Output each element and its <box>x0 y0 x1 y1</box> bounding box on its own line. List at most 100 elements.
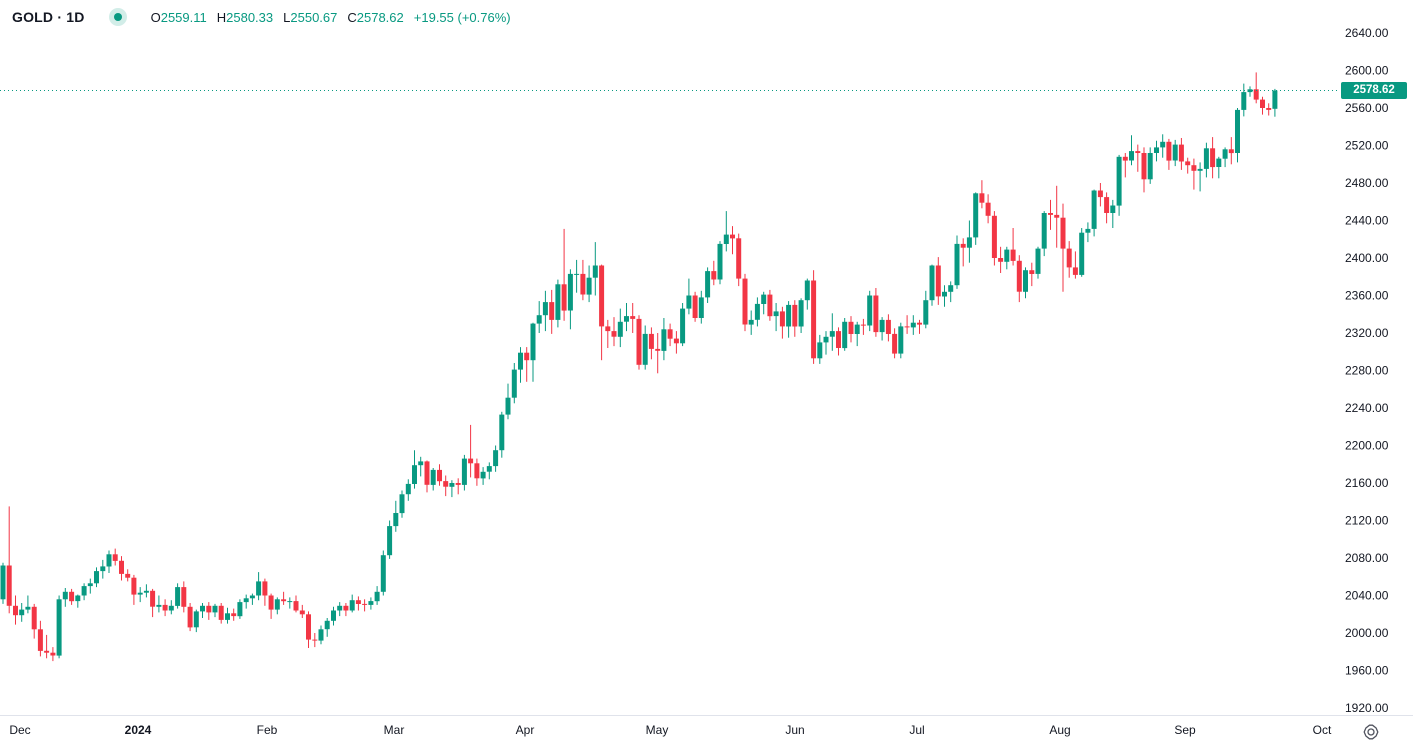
candle-body <box>206 605 212 613</box>
candle-body <box>443 481 449 487</box>
candle-body <box>898 326 904 354</box>
candle-body <box>243 598 249 603</box>
candle-body <box>106 554 112 567</box>
candle-body <box>1266 108 1272 110</box>
candles-series <box>0 72 1278 662</box>
candle-body <box>493 450 499 467</box>
candle-body <box>698 297 704 318</box>
candle-body <box>954 243 960 286</box>
candle-body <box>125 573 131 578</box>
candle-body <box>542 302 548 316</box>
symbol-title[interactable]: GOLD · 1D <box>12 9 85 25</box>
candle-body <box>892 333 898 354</box>
candle-body <box>973 193 979 238</box>
candle-body <box>991 215 997 258</box>
candle-body <box>312 639 318 641</box>
candle-body <box>1122 156 1128 161</box>
ohlc-close: C2578.62 <box>347 9 404 25</box>
candle-body <box>37 629 43 651</box>
candle-body <box>1210 148 1216 168</box>
candle-body <box>6 565 12 606</box>
candle-body <box>168 605 174 611</box>
candle-body <box>131 577 137 595</box>
candle-body <box>281 599 287 602</box>
candle-body <box>1154 147 1159 153</box>
candle-body <box>143 590 149 593</box>
candle-body <box>705 271 711 298</box>
candle-body <box>518 352 523 370</box>
candle-body <box>1116 156 1122 206</box>
candle-body <box>792 304 798 327</box>
candle-body <box>87 583 93 587</box>
time-tick-label: Dec <box>9 723 30 737</box>
candle-body <box>561 284 567 311</box>
candle-body <box>1060 217 1066 249</box>
time-tick-label: Jul <box>909 723 924 737</box>
candle-body <box>119 560 124 574</box>
candle-body <box>1260 99 1265 108</box>
candle-body <box>200 605 205 612</box>
time-scale[interactable]: Dec 2024 Feb Mar Apr May Jun Jul Aug Sep Oct <box>9 723 1332 737</box>
ohlc-high: H2580.33 <box>216 9 274 25</box>
candle-body <box>730 234 735 239</box>
candle-body <box>461 458 467 485</box>
time-tick-label: 2024 <box>125 723 152 737</box>
candle-body <box>842 321 848 349</box>
candle-body <box>193 611 199 628</box>
candle-body <box>998 258 1004 262</box>
candle-body <box>299 610 305 615</box>
price-scale-settings-button[interactable] <box>1360 722 1382 742</box>
candle-body <box>50 652 56 656</box>
candle-body <box>617 321 623 337</box>
candle-body <box>81 586 87 596</box>
gear-icon <box>1363 724 1379 740</box>
candle-body <box>262 581 268 596</box>
candle-body <box>742 278 748 325</box>
candle-body <box>1035 248 1041 274</box>
candle-body <box>711 271 717 280</box>
candle-body <box>225 613 230 620</box>
candle-body <box>1185 161 1191 166</box>
candle-body <box>474 463 480 479</box>
price-tick-label: 2520.00 <box>1345 139 1389 153</box>
candle-body <box>156 604 162 607</box>
candle-body <box>355 600 361 604</box>
candle-body <box>885 319 891 334</box>
candle-body <box>817 342 823 359</box>
candle-body <box>306 614 311 640</box>
candle-body <box>1241 92 1247 110</box>
candle-body <box>779 311 785 327</box>
candle-body <box>1048 213 1053 215</box>
candle-body <box>948 285 954 292</box>
candle-body <box>1235 109 1240 153</box>
candle-body <box>318 629 324 641</box>
price-tick-label: 2240.00 <box>1345 401 1389 415</box>
market-status-icon <box>108 8 127 26</box>
candle-body <box>524 352 530 361</box>
price-scale[interactable]: 2640.00 2600.00 2560.00 2520.00 2480.00 2440.… <box>1345 26 1389 715</box>
candle-body <box>337 605 343 611</box>
candle-body <box>867 295 873 326</box>
candle-body <box>1054 214 1060 218</box>
candle-body <box>680 308 686 344</box>
candle-body <box>499 414 505 451</box>
candle-body <box>137 592 143 595</box>
candle-body <box>879 319 885 333</box>
candle-body <box>324 620 330 630</box>
candle-body <box>62 591 68 600</box>
price-change: +19.55 (+0.76%) <box>413 9 511 25</box>
candle-body <box>150 590 156 607</box>
candle-body <box>985 202 991 216</box>
candle-body <box>249 595 255 599</box>
candle-body <box>218 605 224 620</box>
candle-body <box>567 273 573 311</box>
candle-body <box>287 601 293 603</box>
candle-body <box>256 581 262 596</box>
candle-body <box>723 234 729 244</box>
price-tick-label: 2640.00 <box>1345 26 1389 40</box>
candle-body <box>468 458 474 464</box>
candle-body <box>686 295 692 309</box>
candle-body <box>754 303 760 320</box>
price-tick-label: 2160.00 <box>1345 476 1389 490</box>
